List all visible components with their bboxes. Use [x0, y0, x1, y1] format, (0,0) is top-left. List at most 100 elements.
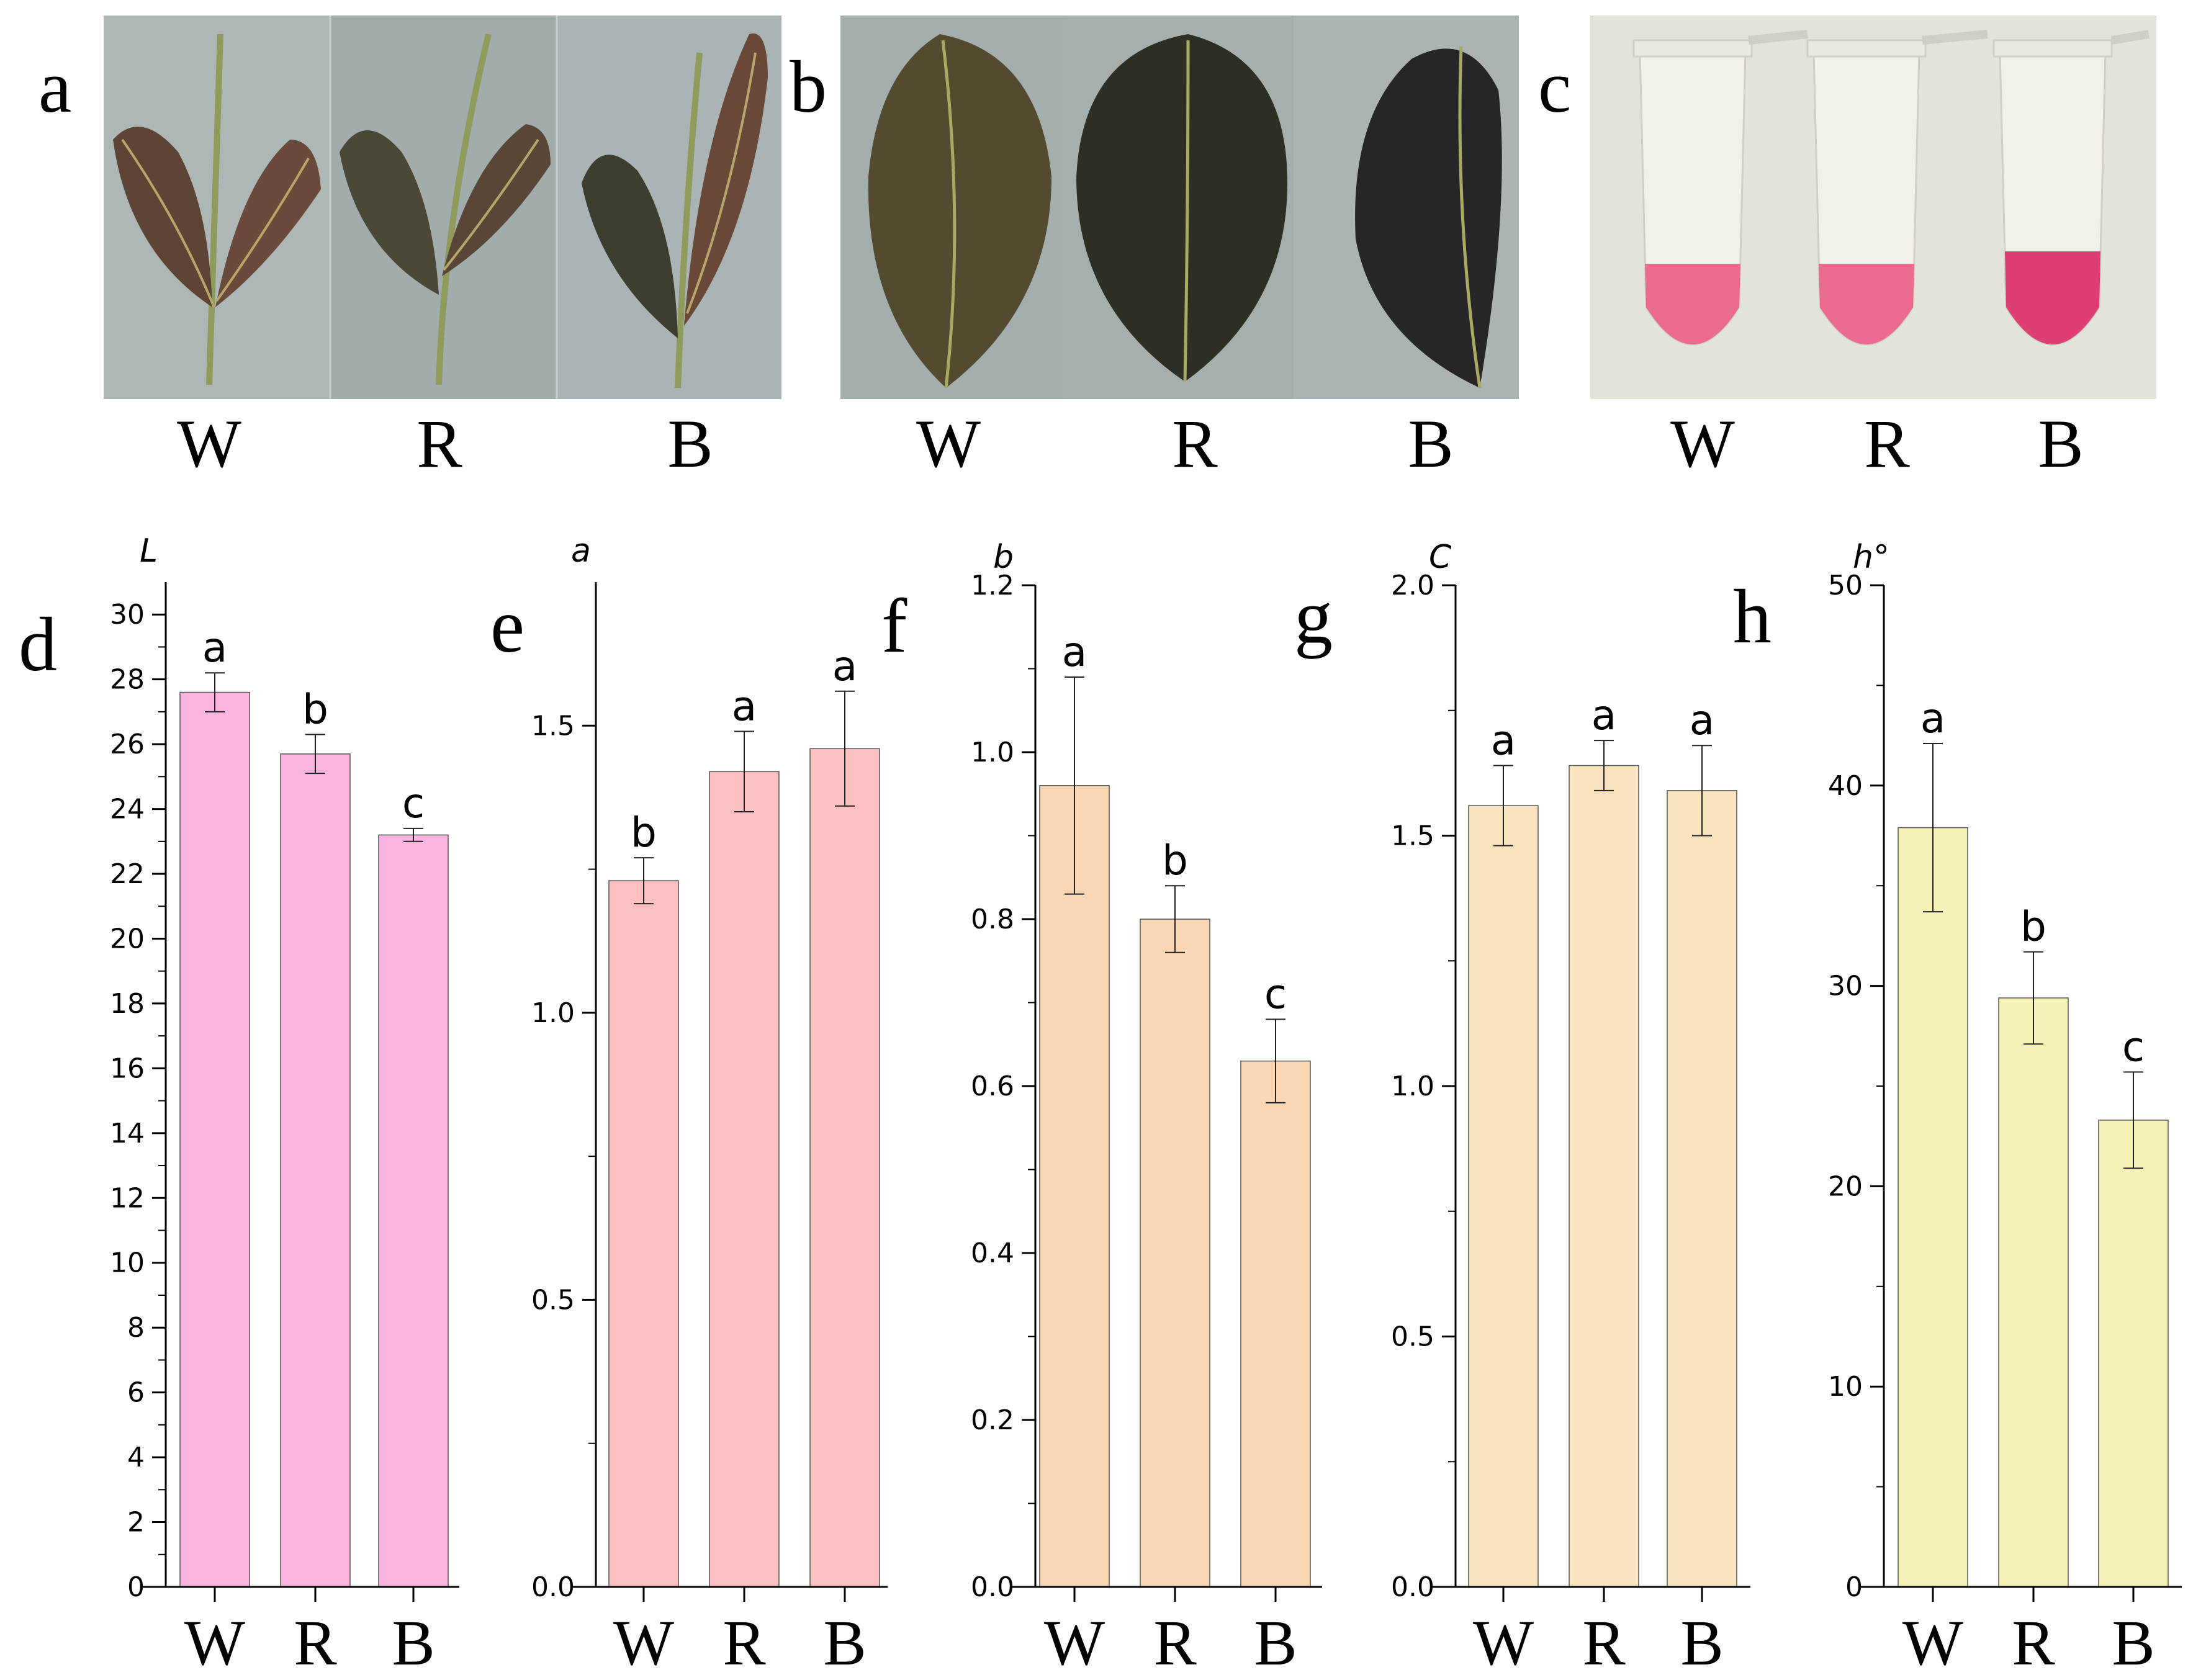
chart-e-y-tick-label-1: 0.5	[531, 1284, 575, 1316]
photo-c-label-r: R	[1864, 406, 1910, 482]
chart-f-category-label-w: W	[1044, 1607, 1105, 1679]
chart-d-category-label-w: W	[184, 1607, 245, 1679]
chart-g-category-label-w: W	[1473, 1607, 1534, 1679]
photo-a-label-w: W	[177, 406, 241, 482]
chart-e-bar-r	[709, 771, 780, 1588]
chart-e-category-label-r: R	[723, 1607, 766, 1679]
chart-f-y-tick-label-2: 0.4	[971, 1238, 1014, 1269]
chart-d-panel-letter: d	[19, 602, 57, 687]
chart-e-bar-w	[608, 880, 679, 1588]
tea-leaves-illustration	[840, 16, 1519, 399]
chart-h-y-tick-label-0: 0	[1845, 1571, 1863, 1603]
chart-g-y-axis-title: C	[1429, 539, 1452, 576]
panel-letter-b: b	[790, 45, 827, 128]
chart-f-y-tick-label-5: 1.0	[971, 737, 1014, 768]
chart-g-y-tick-label-2: 1.0	[1391, 1071, 1434, 1102]
photo-b-label-w: W	[916, 406, 981, 482]
chart-d-y-tick-label-14: 28	[110, 664, 145, 696]
chart-d-y-axis-title: L	[140, 532, 158, 570]
chart-f-bar-b	[1240, 1060, 1311, 1588]
chart-g-y-tick-label-0: 0.0	[1391, 1571, 1434, 1603]
chart-d-y-tick-label-4: 8	[127, 1312, 145, 1344]
chart-e-category-label-b: B	[823, 1607, 866, 1679]
chart-d-y-tick-label-10: 20	[110, 923, 145, 955]
chart-f-y-tick-label-3: 0.6	[971, 1071, 1014, 1102]
photo-tea-shoots	[104, 16, 781, 399]
photo-c-label-b: B	[2038, 406, 2084, 482]
chart-f-y-tick-label-6: 1.2	[971, 570, 1014, 601]
chart-d-y-tick-label-0: 0	[127, 1571, 145, 1603]
chart-d-significance-w: a	[202, 624, 227, 672]
panel-letter-c: c	[1538, 45, 1572, 128]
panel-letter-a: a	[38, 45, 72, 128]
chart-h-y-tick-label-1: 10	[1828, 1371, 1863, 1403]
chart-g-significance-b: a	[1690, 696, 1714, 744]
chart-f-bar-w	[1039, 785, 1110, 1588]
chart-h-category-label-r: R	[2012, 1607, 2055, 1679]
chart-d-category-label-b: B	[392, 1607, 434, 1679]
chart-h-bar-w	[1898, 827, 1968, 1588]
chart-f-y-tick-label-0: 0.0	[971, 1571, 1014, 1603]
chart-e-y-tick-label-0: 0.0	[531, 1571, 575, 1603]
chart-f-category-label-b: B	[1254, 1607, 1297, 1679]
chart-h-panel-letter: h	[1733, 574, 1772, 659]
chart-e-y-tick-label-2: 1.0	[531, 997, 575, 1029]
chart-g-y-tick-label-1: 0.5	[1391, 1321, 1434, 1353]
chart-h-y-tick-label-2: 20	[1828, 1170, 1863, 1202]
chart-f-y-tick-label-1: 0.2	[971, 1404, 1014, 1436]
chart-g-significance-r: a	[1591, 691, 1616, 739]
chart-d-bar-b	[378, 834, 449, 1588]
chart-d-category-label-r: R	[294, 1607, 337, 1679]
chart-h-y-tick-label-5: 50	[1828, 570, 1863, 601]
chart-g-bar-r	[1569, 765, 1639, 1588]
chart-f-category-label-r: R	[1153, 1607, 1197, 1679]
chart-h-significance-w: a	[1920, 694, 1945, 742]
chart-d-y-tick-label-7: 14	[110, 1118, 145, 1149]
chart-f-y-tick-label-4: 0.8	[971, 904, 1014, 935]
chart-f-significance-r: b	[1162, 837, 1188, 884]
chart-h-bar-b	[2098, 1120, 2169, 1588]
chart-e-bar-b	[809, 748, 880, 1588]
chart-h-significance-r: b	[2020, 903, 2046, 951]
chart-g-category-label-r: R	[1582, 1607, 1626, 1679]
chart-d-y-tick-label-5: 10	[110, 1247, 145, 1279]
chart-e-significance-b: a	[832, 642, 857, 690]
chart-d-y-tick-label-12: 24	[110, 794, 145, 825]
chart-d-y-tick-label-6: 12	[110, 1182, 145, 1214]
chart-e-significance-w: b	[631, 809, 657, 856]
chart-h-significance-b: c	[2122, 1023, 2145, 1071]
chart-f-significance-w: a	[1062, 628, 1087, 676]
chart-g-bar-w	[1468, 805, 1539, 1588]
chart-h-category-label-w: W	[1902, 1607, 1963, 1679]
chart-e-panel-letter: e	[490, 583, 524, 668]
chart-e-significance-r: a	[732, 683, 757, 730]
photo-tea-leaves	[840, 16, 1519, 399]
chart-h-category-label-b: B	[2112, 1607, 2154, 1679]
chart-d-y-tick-label-9: 18	[110, 988, 145, 1020]
chart-g-significance-w: a	[1491, 717, 1516, 765]
chart-h-y-tick-label-4: 40	[1828, 770, 1863, 802]
chart-h-y-axis-title: h°	[1853, 539, 1889, 576]
photo-extract-tubes	[1590, 16, 2156, 399]
chart-d-significance-b: c	[402, 779, 425, 827]
chart-d-y-tick-label-2: 4	[127, 1442, 145, 1473]
chart-f-panel-letter: f	[881, 583, 907, 668]
chart-d-y-tick-label-8: 16	[110, 1053, 145, 1084]
chart-d-y-tick-label-1: 2	[127, 1507, 145, 1539]
chart-f-significance-b: c	[1264, 970, 1287, 1018]
chart-d-y-tick-label-15: 30	[110, 599, 145, 631]
chart-e-y-axis-title: a	[571, 532, 591, 570]
chart-e-category-label-w: W	[613, 1607, 674, 1679]
chart-f-y-axis-title: b	[993, 539, 1014, 576]
chart-g-category-label-b: B	[1680, 1607, 1723, 1679]
tea-shoots-illustration	[104, 16, 781, 399]
chart-g-bar-b	[1667, 790, 1737, 1588]
chart-d-significance-r: b	[302, 685, 328, 733]
chart-g-panel-letter: g	[1294, 574, 1333, 659]
photo-b-label-b: B	[1408, 406, 1454, 482]
chart-f-bar-r	[1140, 919, 1210, 1588]
chart-d-bar-w	[179, 691, 250, 1588]
chart-e-y-tick-label-3: 1.5	[531, 710, 575, 742]
photo-b-label-r: R	[1172, 406, 1218, 482]
